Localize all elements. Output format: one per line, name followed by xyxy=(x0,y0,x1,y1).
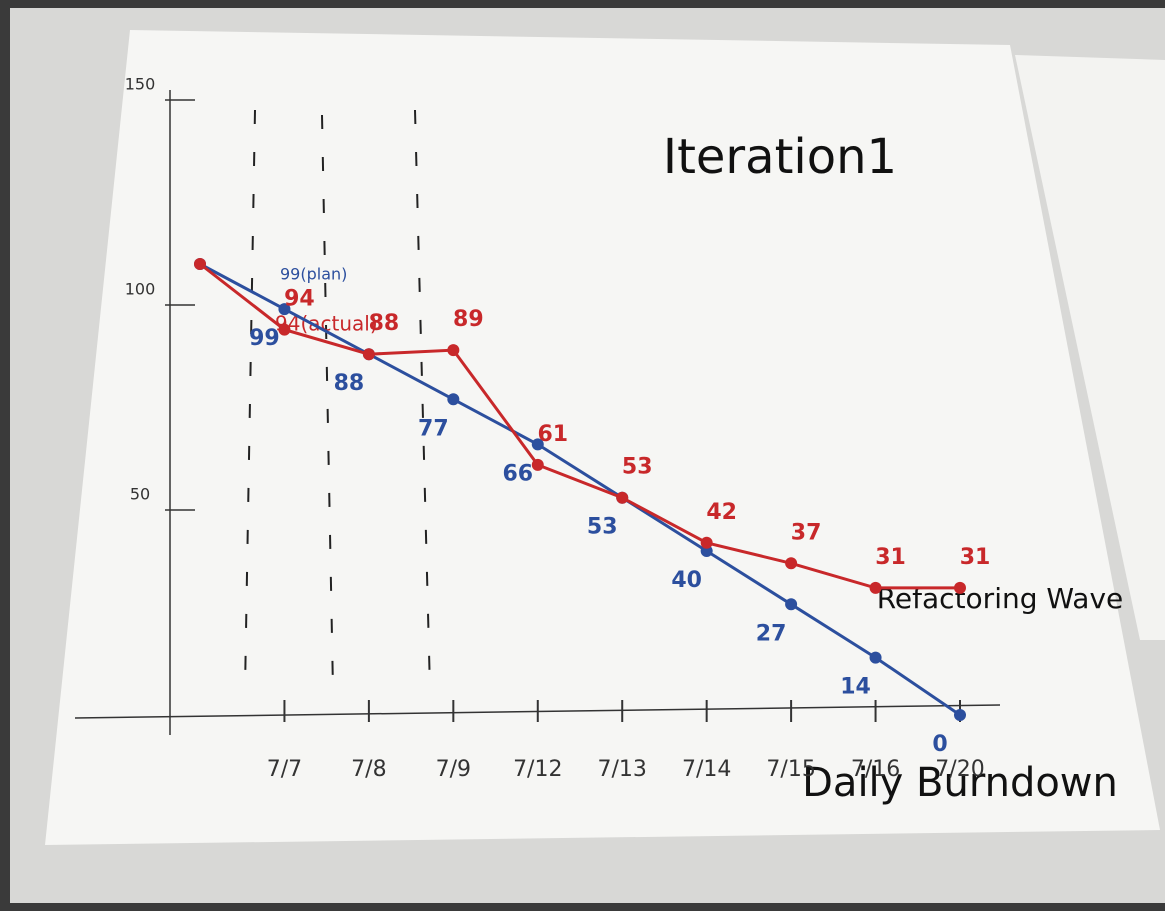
y-tick-label: 100 xyxy=(125,280,156,299)
data-label: 27 xyxy=(756,621,787,646)
data-label: 31 xyxy=(875,545,906,570)
data-label: 89 xyxy=(453,307,484,332)
data-label: 53 xyxy=(587,515,618,540)
data-point xyxy=(194,258,206,270)
data-label: 37 xyxy=(791,520,822,545)
data-label: 61 xyxy=(537,422,568,447)
data-label: 14 xyxy=(840,675,871,700)
data-point xyxy=(701,537,713,549)
photo: Iteration1 Daily Burndown 99(plan) 94(ac… xyxy=(0,0,1165,911)
data-point xyxy=(363,348,375,360)
x-tick-label: 7/20 xyxy=(935,757,984,782)
y-tick-label: 50 xyxy=(130,485,150,504)
data-point xyxy=(870,652,882,664)
data-point xyxy=(954,582,966,594)
data-point xyxy=(616,492,628,504)
x-tick-label: 7/15 xyxy=(766,757,815,782)
data-label: 0 xyxy=(932,732,947,757)
data-label: 88 xyxy=(369,311,400,336)
data-label: 40 xyxy=(671,568,702,593)
data-label: 77 xyxy=(418,416,449,441)
data-point xyxy=(870,582,882,594)
x-tick-label: 7/13 xyxy=(598,757,647,782)
data-label: 31 xyxy=(960,545,991,570)
data-point xyxy=(447,393,459,405)
data-point xyxy=(532,459,544,471)
data-label: 42 xyxy=(706,500,737,525)
x-tick-label: 7/16 xyxy=(851,757,900,782)
data-label: 99 xyxy=(249,326,280,351)
data-label: 94 xyxy=(284,287,315,312)
y-tick-label: 150 xyxy=(125,75,156,94)
data-label: 66 xyxy=(502,461,533,486)
annotation: 99(plan) xyxy=(280,265,347,284)
x-tick-label: 7/7 xyxy=(267,757,302,782)
paper xyxy=(45,30,1160,845)
x-tick-label: 7/9 xyxy=(436,757,471,782)
x-tick-label: 7/14 xyxy=(682,757,731,782)
data-point xyxy=(785,598,797,610)
x-tick-label: 7/12 xyxy=(513,757,562,782)
data-label: 53 xyxy=(622,455,653,480)
x-tick-label: 7/8 xyxy=(351,757,386,782)
data-point xyxy=(447,344,459,356)
chart-title: Iteration1 xyxy=(663,129,897,185)
data-point xyxy=(278,324,290,336)
data-label: 88 xyxy=(334,371,365,396)
data-point xyxy=(954,709,966,721)
data-point xyxy=(785,557,797,569)
